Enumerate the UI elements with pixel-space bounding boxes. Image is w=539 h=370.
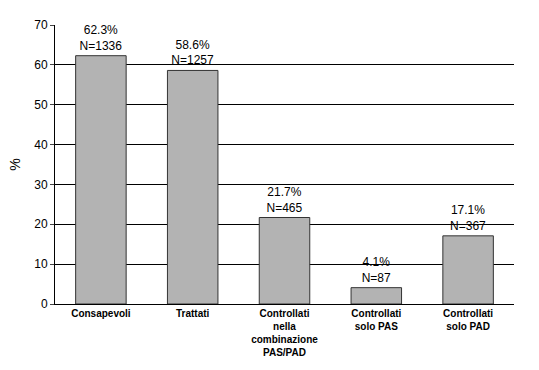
svg-text:%: % [7,158,23,170]
svg-text:Controllatisolo PAS: Controllatisolo PAS [351,308,401,332]
svg-text:Consapevoli: Consapevoli [71,308,131,319]
svg-text:40: 40 [34,138,48,152]
svg-text:21.7%N=465: 21.7%N=465 [266,185,302,215]
svg-text:Trattati: Trattati [176,308,210,319]
svg-text:50: 50 [34,98,48,112]
svg-text:0: 0 [41,297,48,311]
svg-text:58.6%N=1257: 58.6%N=1257 [171,38,214,68]
svg-text:20: 20 [34,217,48,231]
svg-text:Controllatisolo PAD: Controllatisolo PAD [443,308,493,332]
svg-text:10: 10 [34,257,48,271]
svg-text:62.3%N=1336: 62.3%N=1336 [80,23,123,53]
svg-text:30: 30 [34,178,48,192]
svg-text:17.1%N=367: 17.1%N=367 [450,203,486,233]
svg-text:60: 60 [34,58,48,72]
svg-text:70: 70 [34,18,48,32]
svg-text:4.1%N=87: 4.1%N=87 [362,255,391,285]
svg-text:ControllatinellacombinazionePA: ControllatinellacombinazionePAS/PAD [251,308,318,358]
